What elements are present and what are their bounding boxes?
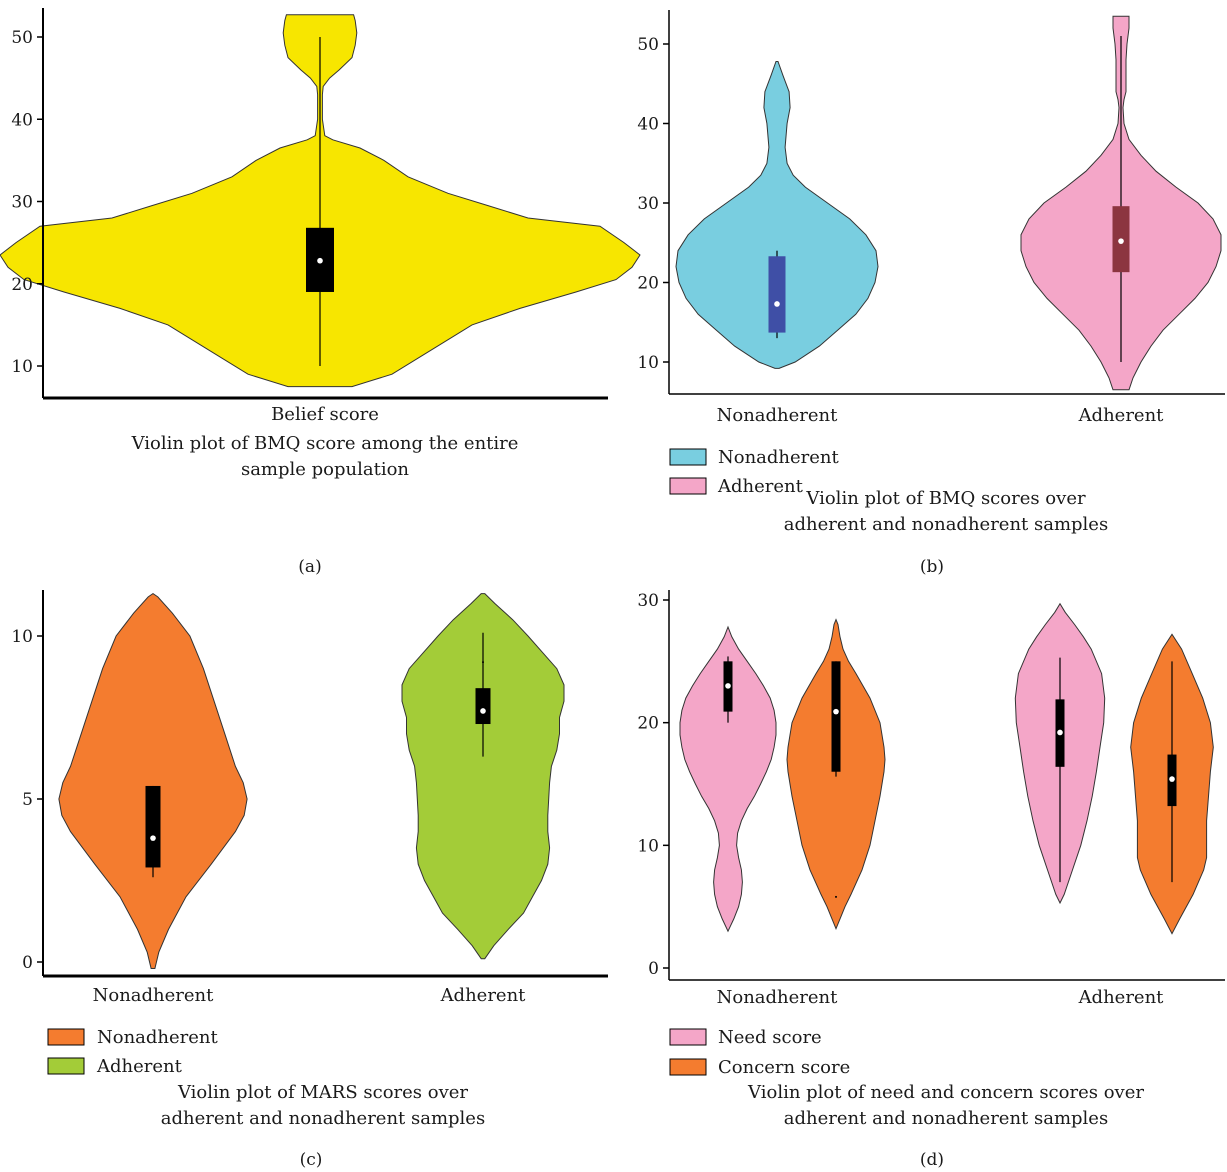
violin-outlier <box>835 895 837 898</box>
panel-d: 0 10 20 30 Nonadherent Adherent Need score … <box>637 590 1225 1170</box>
legend-swatch <box>669 1028 707 1046</box>
y-tick-label: 10 <box>637 836 659 856</box>
x-category-label: Belief score <box>271 404 379 425</box>
violin-body <box>675 61 879 369</box>
panel-label: (d) <box>920 1150 944 1170</box>
violin-median <box>1057 729 1063 736</box>
panel-c: 0 5 10 Nonadherent Adherent Nonadherent Ad… <box>11 590 608 1170</box>
violin-median <box>1118 238 1124 244</box>
y-tick-label: 0 <box>22 953 33 973</box>
violin-box <box>145 785 161 868</box>
y-tick-label: 30 <box>11 193 33 213</box>
legend-swatch <box>669 448 707 466</box>
panel-a: 10 20 30 40 50 Belief score Violin plot of B… <box>0 8 641 577</box>
y-ticks-c: 0 5 10 <box>11 627 43 973</box>
violin-median <box>317 257 323 264</box>
legend-label: Need score <box>718 1027 822 1048</box>
y-tick-label: 50 <box>11 28 33 48</box>
panel-b: 10 20 30 40 50 Nonadherent Adherent Nonadher… <box>637 10 1225 577</box>
y-tick-label: 30 <box>637 591 659 611</box>
violin-outlier <box>482 661 484 664</box>
y-tick-label: 30 <box>637 194 659 214</box>
legend-swatch <box>47 1057 85 1075</box>
violin-median <box>480 708 486 714</box>
chart-caption: sample population <box>241 459 409 480</box>
legend-label: Nonadherent <box>97 1027 219 1048</box>
violin-group <box>1014 602 1106 905</box>
chart-caption: Violin plot of MARS scores over <box>177 1082 468 1103</box>
legend-label: Nonadherent <box>718 447 840 468</box>
x-category-label: Adherent <box>1078 405 1165 426</box>
panel-label: (c) <box>300 1150 323 1170</box>
y-tick-label: 5 <box>22 790 33 810</box>
violin-group <box>675 61 879 369</box>
legend-c: Nonadherent Adherent <box>47 1027 219 1077</box>
violin-group <box>58 592 248 969</box>
violin-group <box>786 618 886 931</box>
legend-d: Need score Concern score <box>669 1027 850 1078</box>
legend-swatch <box>669 477 707 495</box>
legend-label: Adherent <box>717 476 804 497</box>
chart-caption: Violin plot of BMQ scores over <box>805 488 1086 509</box>
y-tick-label: 40 <box>11 110 33 130</box>
x-category-label: Adherent <box>1078 987 1165 1008</box>
violin-group <box>679 625 777 933</box>
y-tick-label: 10 <box>11 627 33 647</box>
violin-body <box>58 592 248 969</box>
chart-caption: adherent and nonadherent samples <box>161 1108 485 1129</box>
y-ticks-d: 0 10 20 30 <box>637 591 669 979</box>
y-tick-label: 20 <box>11 275 33 295</box>
violin-layer-a <box>0 14 641 388</box>
x-category-label: Nonadherent <box>717 987 839 1008</box>
violin-box <box>475 688 491 725</box>
y-tick-label: 10 <box>637 353 659 373</box>
legend-swatch <box>669 1058 707 1076</box>
violin-group <box>401 593 565 960</box>
chart-caption: adherent and nonadherent samples <box>784 514 1108 535</box>
y-tick-label: 40 <box>637 115 659 135</box>
violin-median <box>833 708 839 715</box>
violin-box <box>768 256 786 333</box>
violin-body <box>401 593 565 960</box>
y-tick-label: 20 <box>637 714 659 734</box>
violin-group <box>1130 633 1214 935</box>
panel-label: (a) <box>298 557 321 577</box>
legend-label: Concern score <box>718 1057 850 1078</box>
legend-b: Nonadherent Adherent <box>669 447 840 497</box>
y-tick-label: 20 <box>637 274 659 294</box>
y-ticks-a: 10 20 30 40 50 <box>11 28 43 377</box>
x-category-label: Nonadherent <box>93 985 215 1006</box>
violin-median <box>1169 776 1175 782</box>
chart-caption: Violin plot of BMQ score among the entir… <box>131 433 519 454</box>
violin-median <box>774 301 780 307</box>
y-ticks-b: 10 20 30 40 50 <box>637 35 669 373</box>
violin-box <box>831 661 841 772</box>
chart-caption: Violin plot of need and concern scores o… <box>747 1082 1144 1103</box>
y-tick-label: 0 <box>648 959 659 979</box>
legend-swatch <box>47 1028 85 1046</box>
violin-group <box>1020 15 1222 391</box>
legend-label: Adherent <box>96 1056 183 1077</box>
y-tick-label: 10 <box>11 357 33 377</box>
x-category-label: Adherent <box>440 985 527 1006</box>
y-tick-label: 50 <box>637 35 659 55</box>
violin-group <box>0 14 641 388</box>
violin-body <box>679 625 777 933</box>
panel-label: (b) <box>920 557 944 577</box>
x-category-label: Nonadherent <box>717 405 839 426</box>
violin-layer-b <box>675 15 1222 391</box>
violin-layer-c <box>58 592 565 969</box>
violin-median <box>725 683 731 689</box>
violin-layer-d <box>679 602 1214 935</box>
chart-caption: adherent and nonadherent samples <box>784 1108 1108 1129</box>
violin-median <box>150 835 156 841</box>
